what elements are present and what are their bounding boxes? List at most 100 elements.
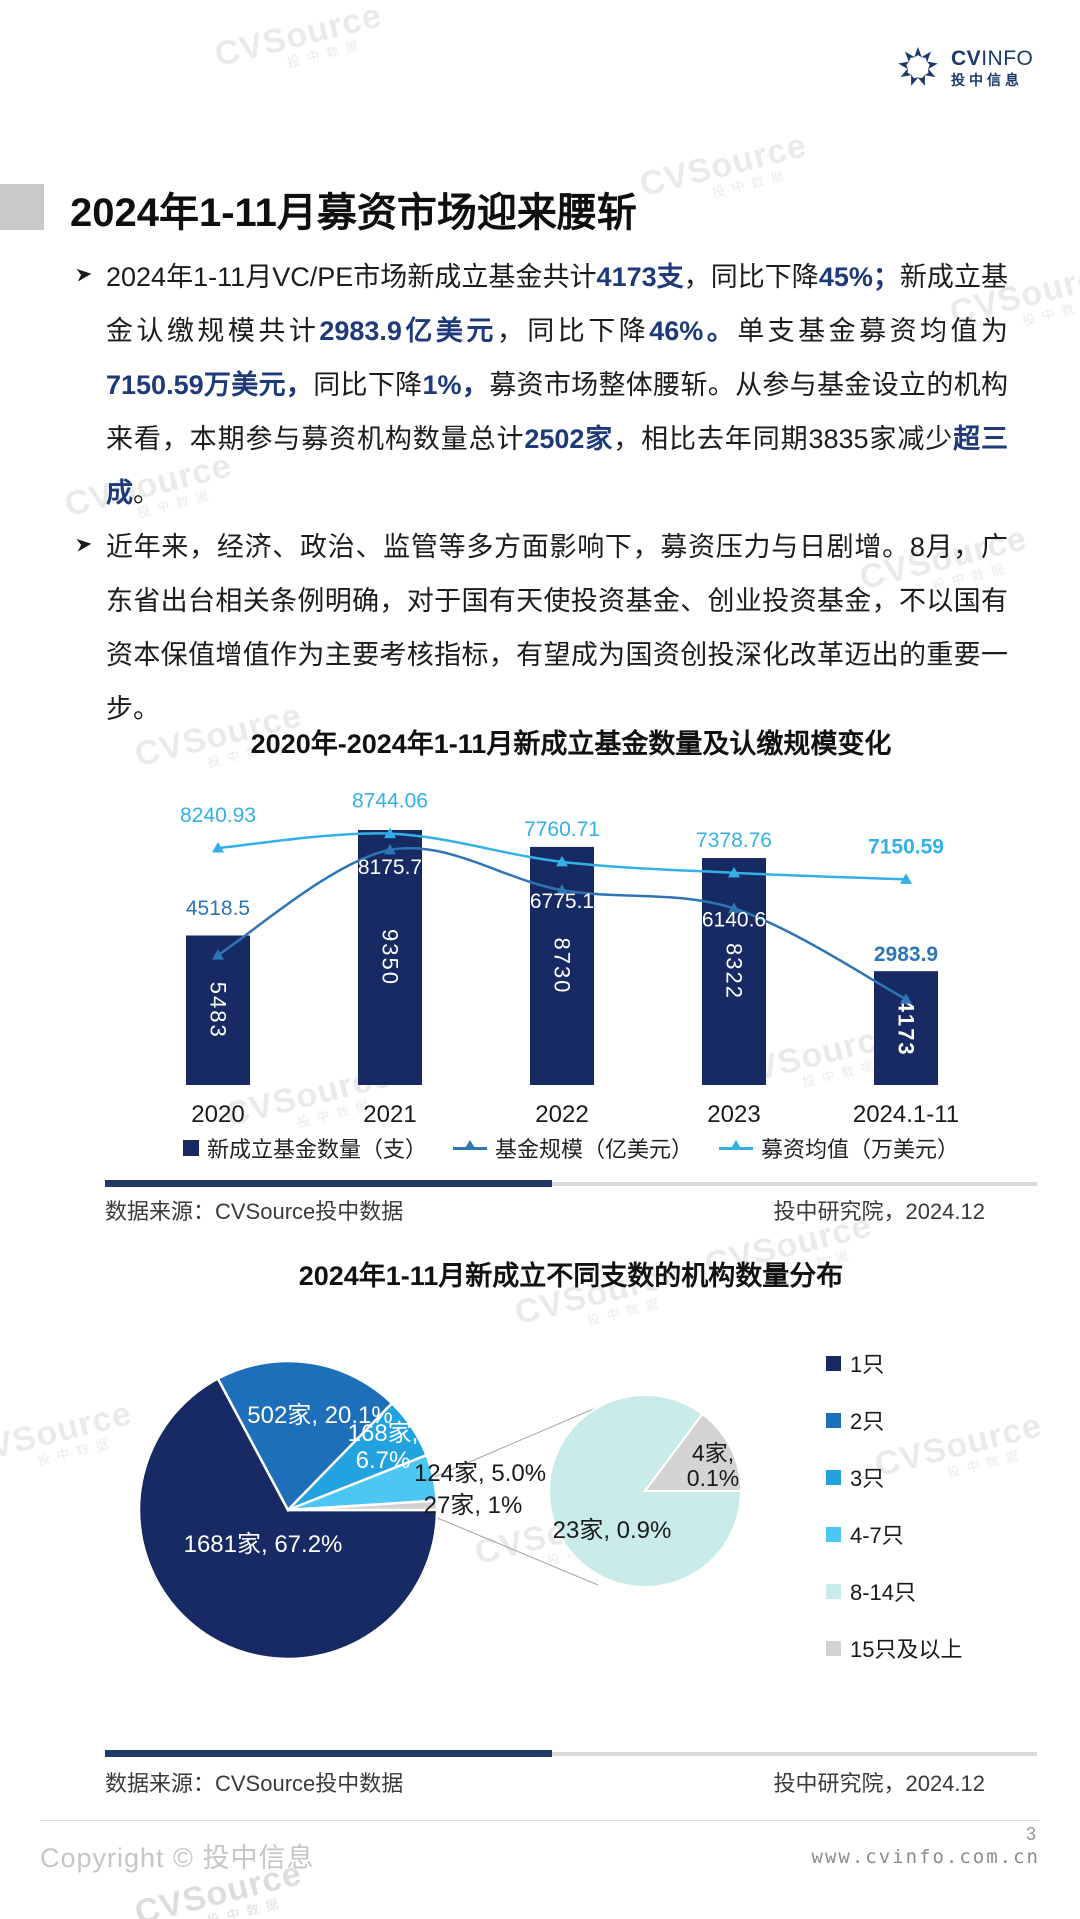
legend-line-marker (452, 1139, 487, 1150)
pie-legend-item: 15只及以上 (826, 1635, 963, 1662)
data-source-right: 投中研究院，2024.12 (773, 1771, 985, 1796)
line1-value-label: 2983.9 (874, 943, 938, 966)
pie-legend-item: 3只 (826, 1464, 962, 1491)
legend-bar-swatch (182, 1140, 199, 1156)
line-marker (556, 855, 568, 867)
bullet-plain: 新成立基金认缴规模共计 (106, 262, 1008, 346)
bullet-list: 2024年1-11月VC/PE市场新成立基金共计4173支，同比下降45%；新成… (76, 250, 1011, 736)
pie-legend-swatch (826, 1583, 841, 1599)
bullet-plain: ，同比下降 (683, 262, 819, 292)
bar-value-label: 8322 (722, 943, 747, 1000)
divider-gray-segment (552, 1751, 1037, 1756)
line1-value-label: 6140.6 (702, 908, 766, 931)
line2-value-label: 7378.76 (696, 829, 772, 852)
bullet-plain: 同比下降 (313, 370, 423, 400)
combo-chart-title: 2020年-2024年1-11月新成立基金数量及认缴规模变化 (250, 729, 892, 759)
pie-legend-item: 2只 (826, 1407, 962, 1434)
legend-item: 募资均值（万美元） (719, 1132, 959, 1164)
pie-legend-item: 8-14只 (826, 1578, 962, 1605)
bar-2021 (358, 830, 422, 1085)
footer-divider (40, 1820, 1040, 1821)
legend-label: 基金规模（亿美元） (494, 1137, 693, 1162)
secondary-pie-slice-15只及以上 (643, 1412, 743, 1492)
pie-connector-bottom (427, 1513, 599, 1586)
bullet-arrow-icon (76, 250, 106, 520)
bar-value-label: 4173 (894, 1000, 919, 1057)
pie-label: 1681家, 67.2% (184, 1531, 343, 1558)
section-divider-1 (105, 1180, 1037, 1187)
pie-legend-swatch (826, 1412, 841, 1428)
pie-label: 124家, 5.0% (414, 1460, 546, 1487)
pie-label: 502家, 20.1% (247, 1402, 392, 1429)
bar-2024.1-11 (874, 971, 938, 1085)
pie-legend: 1只 2只 3只 4-7只 8-14只 15只及以上 (826, 1350, 962, 1692)
bullet-highlight: 2983.9亿美元 (319, 316, 497, 346)
line2-value-label: 8744.06 (352, 790, 428, 813)
line-marker (900, 873, 912, 884)
pie-label: 168家, (348, 1420, 419, 1447)
bar-2020 (186, 935, 250, 1085)
data-source-right: 投中研究院，2024.12 (773, 1199, 985, 1224)
bullet-highlight: 4173支 (596, 262, 684, 292)
pie-label: 4家, (692, 1440, 734, 1466)
bullet-highlight: 1%， (422, 370, 490, 400)
logo-subtitle: 投中信息 (951, 71, 1023, 88)
bullet-highlight: 2502家 (524, 424, 614, 454)
logo-brand-light: INFO (981, 46, 1034, 70)
line-marker (212, 842, 224, 853)
line-marker (384, 843, 396, 855)
bullet-highlight: 超三成 (106, 424, 1009, 508)
bullet-plain: 近年来，经济、政治、监管等多方面影响下，募资压力与日剧增。8月，广东省出台相关条… (106, 532, 1008, 724)
logo-brand-bold: CV (951, 46, 982, 70)
pie-label: 27家, 1% (424, 1492, 523, 1519)
x-axis-label: 2023 (707, 1101, 760, 1128)
bullet-highlight: 45%； (818, 262, 900, 292)
pie-legend-swatch (826, 1640, 841, 1656)
bar-value-label: 8730 (550, 937, 575, 994)
page-number: 3 (1025, 1824, 1036, 1844)
combo-chart-legend: 新成立基金数量（支） 基金规模（亿美元） 募资均值（万美元） (105, 1132, 1037, 1164)
cvinfo-logo: CVINFO 投中信息 (895, 44, 1033, 90)
divider-dark-segment (105, 1750, 553, 1757)
pie-legend-swatch (826, 1526, 841, 1542)
pie-legend-swatch (826, 1355, 841, 1371)
pie-legend-label: 1只 (850, 1352, 885, 1377)
pie-legend-label: 2只 (850, 1409, 885, 1434)
bullet-text: 2024年1-11月VC/PE市场新成立基金共计4173支，同比下降45%；新成… (106, 250, 1008, 520)
legend-item: 新成立基金数量（支） (182, 1132, 427, 1164)
x-axis-label: 2022 (535, 1101, 588, 1128)
legend-label: 新成立基金数量（支） (206, 1137, 427, 1162)
line-marker (556, 884, 568, 895)
line1-value-label: 6775.1 (530, 890, 594, 913)
cvinfo-starburst-icon (898, 46, 938, 86)
pie-connector-top (431, 1400, 613, 1479)
bullet-highlight: 7150.59万美元， (106, 370, 314, 400)
data-source-row-1: 数据来源：CVSource投中数据 投中研究院，2024.12 (105, 1194, 985, 1226)
bar-value-label: 9350 (378, 929, 403, 986)
bullet-plain: 。 (133, 478, 160, 508)
line2-value-label: 7150.59 (868, 835, 944, 858)
pie-legend-item: 1只 (826, 1350, 962, 1377)
legend-label: 募资均值（万美元） (761, 1137, 960, 1162)
bullet-arrow-icon (76, 520, 106, 736)
combo-chart: 5483 9350 8730 8322 4173 8240.93 8744.06 7760.7… (180, 790, 959, 1128)
line-marker (212, 949, 224, 960)
site-url: www.cvinfo.com.cn (811, 1846, 1040, 1868)
line-marker (900, 993, 912, 1004)
page-title: 2024年1-11月募资市场迎来腰斩 (70, 191, 637, 235)
x-axis-label: 2021 (363, 1101, 416, 1128)
cvinfo-logo-text: CVINFO 投中信息 (951, 48, 1033, 87)
pie-legend-label: 15只及以上 (850, 1637, 963, 1662)
line-marker (728, 866, 740, 878)
bar-value-label: 5483 (206, 982, 231, 1039)
line2-value-label: 8240.93 (180, 804, 256, 827)
copyright: Copyright © 投中信息 (40, 1843, 315, 1873)
bullet-plain: ，同比下降 (496, 316, 650, 346)
pie-legend-swatch (826, 1469, 841, 1485)
pie-slice-2只 (216, 1359, 394, 1513)
data-source-row-2: 数据来源：CVSource投中数据 投中研究院，2024.12 (105, 1766, 985, 1798)
line1-value-label: 4518.5 (186, 897, 250, 920)
